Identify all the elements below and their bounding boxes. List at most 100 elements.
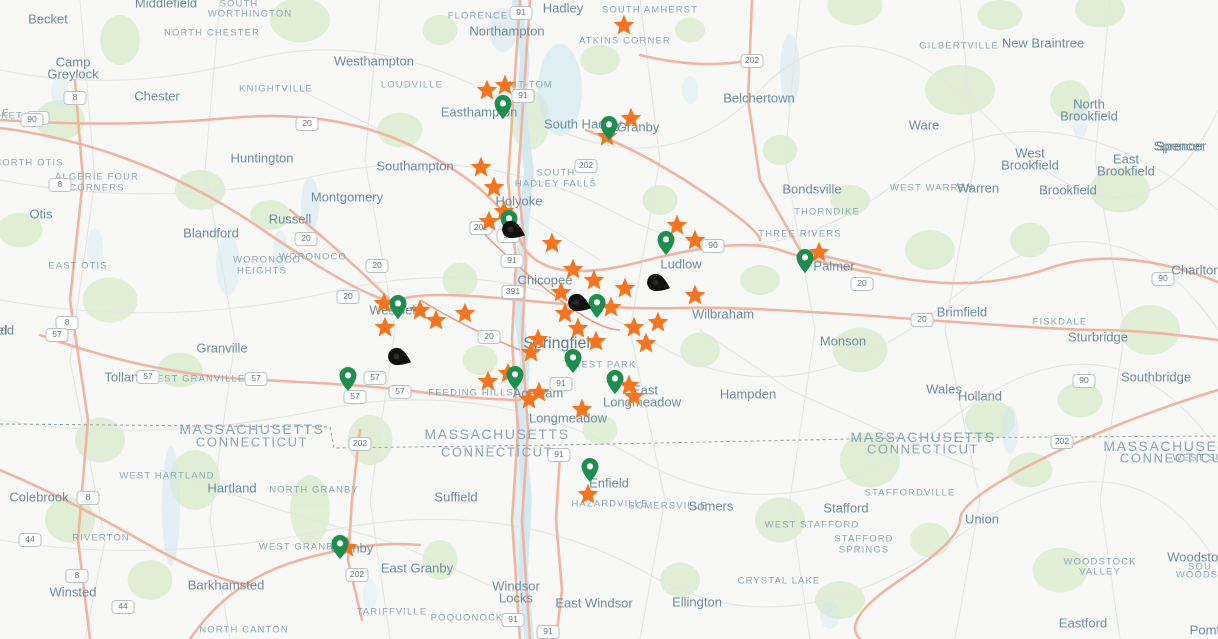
star-marker-icon[interactable] xyxy=(476,369,500,393)
star-marker-icon[interactable] xyxy=(683,228,707,252)
black-tilted-pin-marker-icon[interactable] xyxy=(646,273,670,292)
star-marker-icon[interactable] xyxy=(622,315,646,339)
star-marker-icon[interactable] xyxy=(553,301,577,325)
highway-shield: 20 xyxy=(336,290,360,304)
park-area xyxy=(815,581,865,619)
star-marker-icon[interactable] xyxy=(477,209,501,233)
star-marker-icon[interactable] xyxy=(493,73,517,97)
highway-shield: 202 xyxy=(574,159,598,173)
black-tilted-pin-marker-icon[interactable] xyxy=(387,347,411,366)
green-pin-marker-icon[interactable] xyxy=(506,366,524,390)
green-pin-marker-icon[interactable] xyxy=(606,370,624,394)
star-marker-icon[interactable] xyxy=(540,231,564,255)
park-area xyxy=(905,230,955,270)
park-area xyxy=(762,135,798,165)
park-area xyxy=(250,200,290,230)
park-area xyxy=(965,400,1015,440)
park-area xyxy=(680,332,720,368)
park-area xyxy=(35,100,85,140)
park-area xyxy=(1090,167,1150,213)
black-tilted-pin-marker-icon[interactable] xyxy=(501,220,525,239)
black-tilted-pin-marker-icon[interactable] xyxy=(567,293,591,312)
star-marker-icon[interactable] xyxy=(584,329,608,353)
highway-shield: 57 xyxy=(363,371,387,385)
green-pin-marker-icon[interactable] xyxy=(494,95,512,119)
highway-shield: 91 xyxy=(501,613,525,627)
star-marker-icon[interactable] xyxy=(683,283,707,307)
park-area xyxy=(740,265,780,295)
star-marker-icon[interactable] xyxy=(408,298,432,322)
highway-shield: 20 xyxy=(294,232,318,246)
park-area xyxy=(462,345,498,375)
star-marker-icon[interactable] xyxy=(372,291,396,315)
park-area xyxy=(1007,452,1053,488)
star-marker-icon[interactable] xyxy=(453,301,477,325)
star-marker-icon[interactable] xyxy=(582,268,606,292)
star-marker-icon[interactable] xyxy=(665,213,689,237)
star-marker-icon[interactable] xyxy=(622,384,646,408)
park-area xyxy=(660,562,700,598)
green-pin-marker-icon[interactable] xyxy=(564,349,582,373)
green-pin-marker-icon[interactable] xyxy=(331,535,349,559)
park-area xyxy=(580,45,620,75)
star-marker-icon[interactable] xyxy=(469,155,493,179)
star-marker-icon[interactable] xyxy=(517,387,541,411)
highway-shield: 57 xyxy=(388,385,412,399)
star-marker-icon[interactable] xyxy=(570,397,594,421)
highway-shield: 20 xyxy=(295,117,319,131)
highway-shield: 90 xyxy=(20,113,44,127)
highway-shield: 20 xyxy=(477,330,501,344)
highway-shield: 391 xyxy=(501,285,525,299)
park-area xyxy=(1120,305,1180,355)
star-marker-icon[interactable] xyxy=(526,327,550,351)
star-marker-icon[interactable] xyxy=(613,276,637,300)
star-marker-icon[interactable] xyxy=(527,380,551,404)
green-pin-marker-icon[interactable] xyxy=(657,231,675,255)
highway-shield: 20 xyxy=(910,313,934,327)
park-area xyxy=(840,432,900,488)
highway-shield: 57 xyxy=(45,328,69,342)
park-area xyxy=(0,212,43,248)
star-marker-icon[interactable] xyxy=(519,340,543,364)
green-pin-marker-icon[interactable] xyxy=(588,294,606,318)
star-marker-icon[interactable] xyxy=(424,308,448,332)
star-marker-icon[interactable] xyxy=(475,78,499,102)
park-area xyxy=(157,352,203,388)
park-area xyxy=(127,560,173,600)
park-area xyxy=(675,17,705,43)
star-marker-icon[interactable] xyxy=(634,331,658,355)
highway-shield: 202 xyxy=(740,54,764,68)
highway-shield: 90 xyxy=(1151,272,1175,286)
star-marker-icon[interactable] xyxy=(612,13,636,37)
star-marker-icon[interactable] xyxy=(807,240,831,264)
star-marker-icon[interactable] xyxy=(549,280,573,304)
green-pin-marker-icon[interactable] xyxy=(581,458,599,482)
star-marker-icon[interactable] xyxy=(619,106,643,130)
highway-shield: 8 xyxy=(65,569,89,583)
park-area xyxy=(100,15,140,65)
highway-shield: 90 xyxy=(701,239,725,253)
star-marker-icon[interactable] xyxy=(599,295,623,319)
star-marker-icon[interactable] xyxy=(373,315,397,339)
park-area xyxy=(170,450,220,510)
park-area xyxy=(755,497,805,543)
park-area xyxy=(827,0,883,25)
park-area xyxy=(977,0,1023,30)
park-area xyxy=(422,15,458,45)
green-pin-marker-icon[interactable] xyxy=(796,249,814,273)
green-pin-marker-icon[interactable] xyxy=(600,116,618,140)
star-marker-icon[interactable] xyxy=(576,482,600,506)
star-marker-icon[interactable] xyxy=(566,316,590,340)
star-marker-icon[interactable] xyxy=(482,175,506,199)
park-area xyxy=(175,170,225,210)
green-pin-marker-icon[interactable] xyxy=(389,295,407,319)
star-marker-icon[interactable] xyxy=(561,257,585,281)
green-pin-marker-icon[interactable] xyxy=(339,367,357,391)
highway-shield: 91 xyxy=(549,377,573,391)
star-marker-icon[interactable] xyxy=(646,310,670,334)
